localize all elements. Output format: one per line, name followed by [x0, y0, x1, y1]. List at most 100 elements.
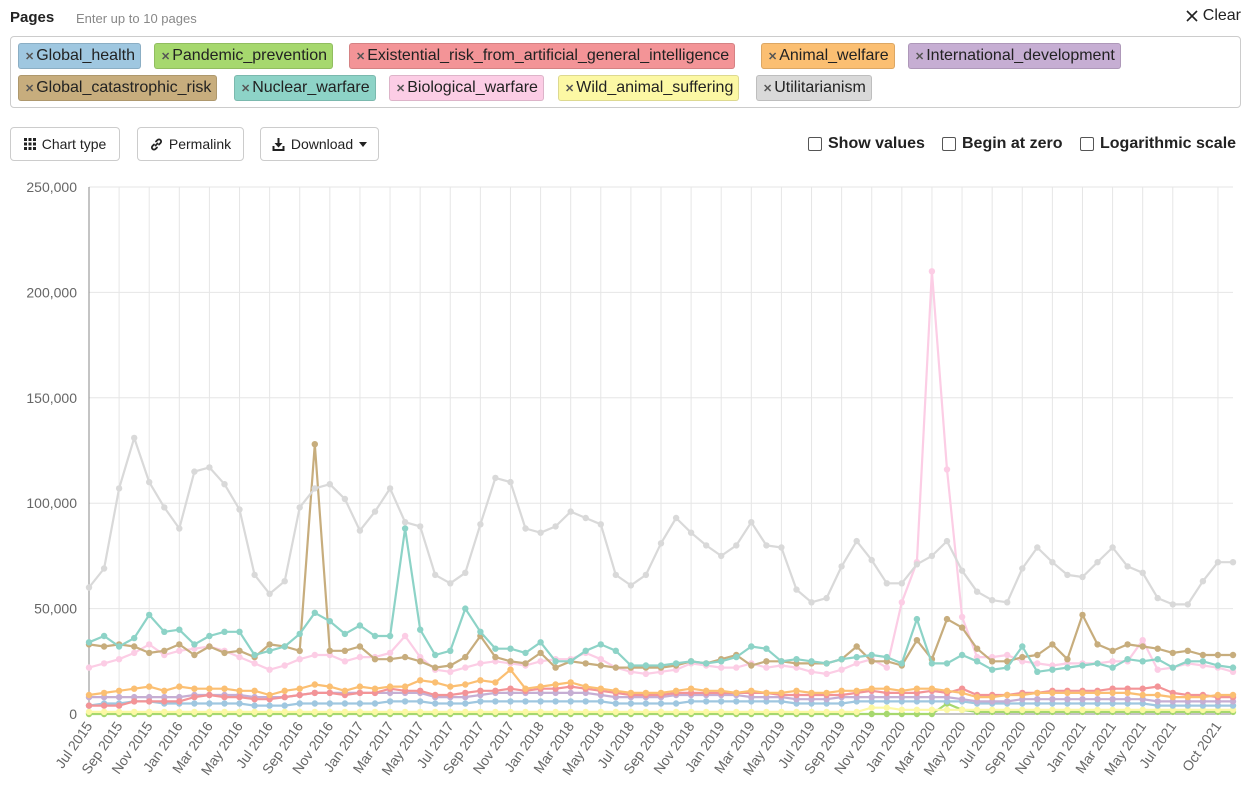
data-point[interactable]: [85, 691, 93, 699]
data-point[interactable]: [206, 685, 213, 692]
data-point[interactable]: [883, 580, 890, 587]
data-point[interactable]: [612, 687, 619, 694]
data-point[interactable]: [1139, 658, 1146, 665]
data-point[interactable]: [176, 641, 183, 648]
data-point[interactable]: [1109, 664, 1116, 671]
data-point[interactable]: [462, 664, 469, 671]
data-point[interactable]: [853, 537, 860, 545]
data-point[interactable]: [687, 708, 695, 716]
data-point[interactable]: [1154, 594, 1161, 602]
data-point[interactable]: [703, 660, 710, 667]
data-point[interactable]: [251, 708, 258, 716]
data-point[interactable]: [1184, 693, 1192, 701]
data-point[interactable]: [537, 683, 544, 690]
data-point[interactable]: [176, 647, 183, 654]
data-point[interactable]: [642, 670, 650, 678]
data-point[interactable]: [657, 689, 665, 697]
data-point[interactable]: [672, 514, 680, 522]
data-point[interactable]: [401, 525, 409, 532]
data-point[interactable]: [1019, 643, 1026, 650]
data-point[interactable]: [161, 687, 168, 694]
data-point[interactable]: [703, 542, 710, 549]
data-point[interactable]: [492, 653, 499, 661]
data-point[interactable]: [447, 668, 454, 675]
data-point[interactable]: [552, 523, 559, 530]
data-point[interactable]: [928, 268, 936, 275]
data-point[interactable]: [281, 578, 288, 585]
data-point[interactable]: [748, 643, 755, 650]
data-point[interactable]: [748, 519, 755, 526]
data-point[interactable]: [627, 689, 635, 697]
data-point[interactable]: [567, 658, 574, 665]
data-point[interactable]: [100, 565, 108, 572]
data-point[interactable]: [251, 571, 258, 579]
data-point[interactable]: [462, 689, 469, 697]
data-point[interactable]: [146, 708, 153, 716]
data-point[interactable]: [838, 666, 845, 673]
data-point[interactable]: [778, 544, 785, 551]
data-point[interactable]: [477, 708, 484, 716]
begin-at-zero-checkbox[interactable]: [942, 137, 956, 151]
data-point[interactable]: [748, 708, 755, 716]
data-point[interactable]: [1229, 691, 1237, 699]
data-point[interactable]: [1019, 706, 1026, 713]
data-point[interactable]: [868, 693, 875, 701]
data-point[interactable]: [206, 708, 213, 716]
data-point[interactable]: [1109, 696, 1116, 703]
data-point[interactable]: [326, 700, 333, 707]
data-point[interactable]: [371, 700, 379, 707]
data-point[interactable]: [477, 628, 484, 635]
data-point[interactable]: [853, 643, 860, 650]
data-point[interactable]: [868, 685, 875, 692]
data-point[interactable]: [492, 698, 499, 705]
data-point[interactable]: [883, 653, 890, 661]
show-values-option[interactable]: Show values: [808, 135, 925, 153]
data-point[interactable]: [356, 622, 364, 629]
data-point[interactable]: [281, 693, 288, 701]
data-point[interactable]: [657, 540, 665, 547]
data-point[interactable]: [221, 700, 228, 707]
data-point[interactable]: [341, 630, 349, 638]
data-point[interactable]: [386, 485, 394, 492]
data-point[interactable]: [687, 685, 695, 692]
data-point[interactable]: [371, 508, 379, 515]
data-point[interactable]: [281, 702, 288, 709]
data-point[interactable]: [718, 698, 725, 705]
data-point[interactable]: [206, 643, 213, 650]
data-point[interactable]: [176, 683, 183, 690]
data-point[interactable]: [161, 698, 168, 705]
data-point[interactable]: [913, 685, 921, 692]
data-point[interactable]: [492, 708, 499, 716]
data-point[interactable]: [1079, 662, 1086, 669]
series-nuclear-warfare[interactable]: [85, 525, 1237, 675]
data-point[interactable]: [958, 624, 966, 631]
data-point[interactable]: [115, 656, 123, 663]
data-point[interactable]: [973, 658, 981, 665]
data-point[interactable]: [146, 478, 153, 486]
data-point[interactable]: [507, 685, 514, 692]
data-point[interactable]: [266, 647, 273, 654]
data-point[interactable]: [808, 599, 815, 606]
data-point[interactable]: [793, 708, 800, 716]
data-point[interactable]: [100, 632, 108, 640]
data-point[interactable]: [1139, 706, 1146, 713]
data-point[interactable]: [161, 708, 168, 716]
data-point[interactable]: [447, 691, 454, 699]
data-point[interactable]: [386, 649, 394, 657]
data-point[interactable]: [733, 698, 740, 705]
data-point[interactable]: [883, 685, 890, 692]
data-point[interactable]: [341, 708, 349, 716]
data-point[interactable]: [401, 683, 409, 690]
data-point[interactable]: [943, 660, 951, 667]
data-point[interactable]: [537, 529, 544, 536]
data-point[interactable]: [778, 689, 785, 697]
data-point[interactable]: [477, 677, 484, 684]
data-point[interactable]: [733, 708, 740, 716]
data-point[interactable]: [386, 698, 394, 705]
data-point[interactable]: [567, 508, 574, 515]
data-point[interactable]: [1124, 641, 1131, 648]
data-point[interactable]: [371, 685, 379, 692]
data-point[interactable]: [432, 651, 439, 659]
data-point[interactable]: [1034, 651, 1041, 659]
data-point[interactable]: [146, 611, 153, 619]
